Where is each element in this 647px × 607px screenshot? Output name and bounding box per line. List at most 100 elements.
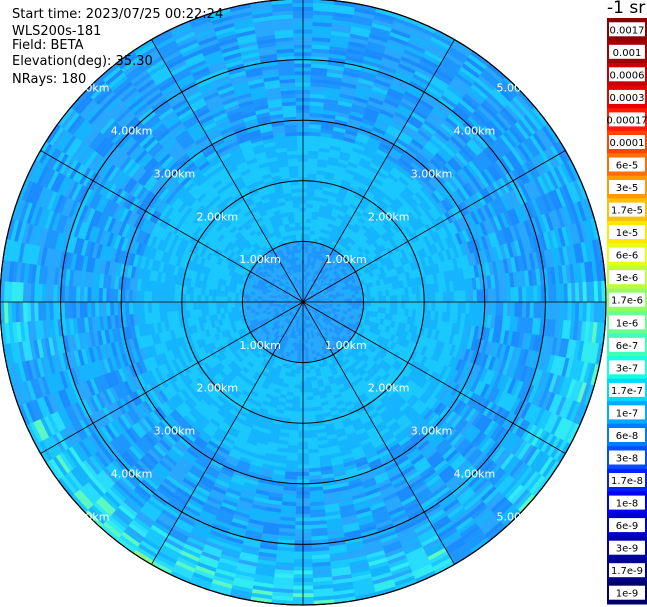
ppi-cell — [306, 399, 314, 405]
ppi-cell — [366, 306, 372, 312]
ppi-cell — [294, 218, 301, 224]
ppi-cell — [230, 291, 236, 298]
ppi-cell — [170, 292, 175, 303]
ppi-cell — [143, 301, 149, 314]
ppi-cell — [257, 298, 262, 303]
ppi-cell — [261, 301, 266, 306]
ppi-cell — [249, 301, 255, 306]
ppi-cell — [431, 301, 436, 312]
ppi-cell — [306, 403, 315, 409]
ppi-cell — [294, 377, 301, 382]
ppi-cell — [305, 392, 314, 397]
ppi-cell — [292, 392, 301, 397]
ppi-cell — [351, 301, 357, 306]
ppi-cell — [355, 293, 360, 299]
ppi-cell — [192, 301, 198, 310]
ppi-cell — [128, 289, 134, 303]
ppi-cell — [404, 294, 410, 303]
ppi-cell — [442, 301, 448, 313]
ppi-cell — [304, 343, 309, 348]
ppi-cell — [506, 287, 512, 303]
ppi-cell — [491, 288, 497, 303]
ppi-cell — [457, 301, 463, 314]
ppi-cell — [185, 293, 190, 303]
ppi-cell — [227, 296, 232, 303]
ppi-cell — [355, 305, 360, 311]
ppi-cell — [139, 290, 145, 303]
ppi-cell — [431, 292, 436, 303]
ppi-cell — [113, 301, 119, 316]
ppi-cell — [293, 384, 301, 390]
ppi-cell — [170, 301, 175, 312]
ppi-cell — [495, 301, 501, 316]
ppi-cell — [378, 301, 383, 308]
ppi-cell — [290, 414, 300, 420]
ppi-cell — [292, 399, 300, 405]
ppi-cell — [450, 301, 455, 313]
ppi-cell — [295, 229, 301, 235]
ppi-cell — [307, 346, 312, 352]
ppi-cell — [166, 292, 172, 303]
ppi-cell — [393, 301, 398, 309]
ppi-cell — [215, 295, 221, 303]
ppi-cell — [185, 301, 190, 311]
ppi-cell — [200, 301, 206, 310]
ppi-cell — [457, 290, 463, 303]
ppi-cell — [389, 301, 395, 309]
ppi-cell — [297, 350, 302, 356]
ppi-cell — [434, 292, 440, 303]
ppi-cell — [132, 301, 138, 315]
ppi-cell — [340, 295, 345, 300]
ppi-cell — [385, 295, 391, 303]
ppi-cell — [305, 377, 312, 382]
ppi-cell — [293, 249, 299, 254]
ppi-cell — [155, 301, 160, 313]
ppi-cell — [397, 301, 402, 310]
ppi-cell — [109, 301, 115, 316]
ppi-cell — [109, 288, 115, 303]
ppi-cell — [304, 244, 310, 250]
ppi-cell — [234, 306, 240, 312]
ppi-cell — [189, 293, 194, 303]
ppi-cell — [245, 297, 251, 303]
ppi-cell — [257, 304, 262, 309]
ppi-cell — [336, 296, 342, 300]
ppi-cell — [408, 294, 414, 303]
ppi-cell — [147, 301, 153, 314]
ppi-cell — [502, 301, 508, 317]
ppi-cell — [98, 301, 104, 317]
ppi-cell — [502, 287, 508, 303]
ppi-cell — [113, 288, 119, 303]
ppi-cell — [305, 369, 311, 375]
ppi-cell — [128, 301, 134, 315]
ppi-cell — [204, 301, 209, 310]
ppi-cell — [400, 294, 406, 303]
ppi-cell — [234, 301, 240, 308]
ppi-cell — [412, 293, 417, 303]
ppi-cell — [304, 346, 309, 352]
ppi-cell — [253, 298, 258, 303]
ppi-cell — [427, 292, 433, 303]
ppi-cell — [340, 298, 345, 303]
ppi-cell — [294, 222, 301, 227]
ppi-cell — [305, 214, 313, 220]
ppi-cell — [249, 305, 255, 310]
ppi-cell — [461, 301, 467, 314]
ppi-cell — [404, 301, 410, 310]
ppi-cell — [374, 296, 380, 303]
ppi-cell — [295, 369, 301, 375]
ppi-cell — [305, 210, 313, 216]
ppi-cell — [344, 295, 349, 300]
ppi-cell — [446, 301, 451, 313]
ppi-cell — [136, 301, 141, 314]
ppi-cell — [450, 291, 455, 303]
ppi-cell — [400, 301, 406, 310]
ppi-cell — [102, 301, 107, 317]
ppi-cell — [151, 291, 156, 303]
ppi-cell — [292, 395, 300, 401]
ppi-cell — [196, 294, 202, 303]
ppi-cell — [200, 294, 206, 303]
ppi-cell — [189, 301, 194, 311]
ppi-cell — [344, 298, 349, 303]
ppi-cell — [291, 403, 300, 409]
